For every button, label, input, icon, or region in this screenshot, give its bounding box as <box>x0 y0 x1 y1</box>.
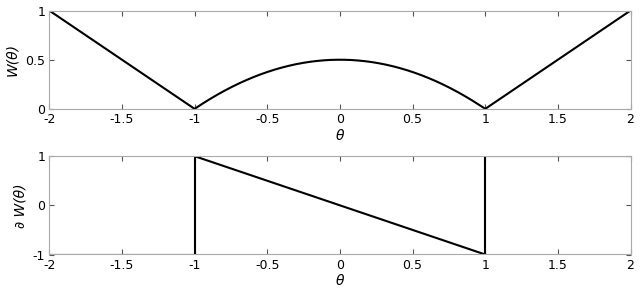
X-axis label: θ: θ <box>335 129 344 143</box>
Y-axis label: ∂ W(θ): ∂ W(θ) <box>13 183 27 228</box>
Y-axis label: W(θ): W(θ) <box>6 43 20 76</box>
X-axis label: θ: θ <box>335 274 344 288</box>
